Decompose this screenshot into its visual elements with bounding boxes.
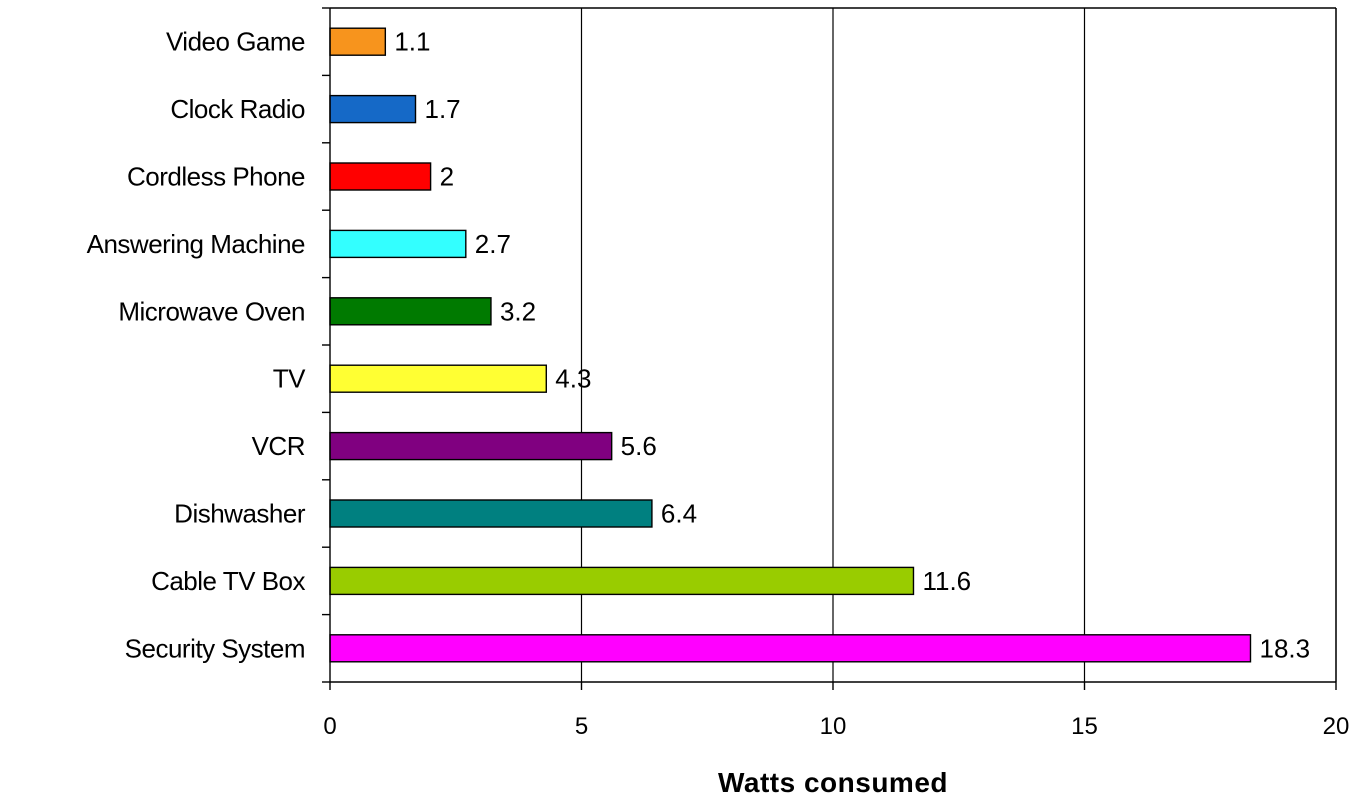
category-label: Video Game [166, 27, 305, 57]
x-tick-label: 5 [575, 713, 588, 740]
axes [322, 7, 1337, 690]
data-label: 4.3 [555, 364, 591, 394]
category-label: Dishwasher [174, 499, 306, 529]
x-tick-label: 0 [323, 713, 336, 740]
x-tick-labels: 0 5 10 15 20 [323, 713, 1349, 740]
data-label: 2.7 [475, 229, 511, 259]
data-label: 1.1 [394, 27, 430, 57]
data-label: 5.6 [621, 431, 657, 461]
bars [329, 27, 1252, 663]
x-tick-label: 20 [1323, 713, 1350, 740]
data-labels: 1.1 1.7 2 2.7 3.2 4.3 5.6 6.4 11.6 18.3 [394, 27, 1310, 664]
bar [329, 229, 467, 259]
data-label: 2 [440, 162, 454, 192]
data-label: 18.3 [1259, 633, 1310, 663]
category-labels: Video Game Clock Radio Cordless Phone Answe… [87, 27, 307, 664]
x-tick-label: 10 [820, 713, 847, 740]
bar [329, 27, 387, 56]
category-label: Cordless Phone [127, 162, 305, 192]
data-label: 11.6 [922, 566, 971, 596]
category-label: Clock Radio [170, 94, 305, 124]
category-label: Microwave Oven [118, 296, 305, 326]
category-label: Cable TV Box [151, 566, 305, 596]
data-label: 1.7 [425, 94, 461, 124]
bar [329, 499, 653, 528]
x-tick-label: 15 [1071, 713, 1098, 740]
data-label: 3.2 [500, 296, 536, 326]
category-label: Answering Machine [87, 229, 305, 259]
bar [329, 634, 1252, 663]
category-label: Security System [125, 633, 305, 663]
bar [329, 431, 613, 461]
category-label: VCR [252, 431, 305, 461]
bar [329, 162, 432, 191]
data-label: 6.4 [661, 499, 697, 529]
x-axis-title: Watts consumed [718, 767, 948, 798]
bar [329, 364, 547, 393]
bar [329, 297, 492, 326]
bar [329, 94, 417, 124]
bar [329, 566, 915, 596]
category-label: TV [273, 364, 306, 394]
